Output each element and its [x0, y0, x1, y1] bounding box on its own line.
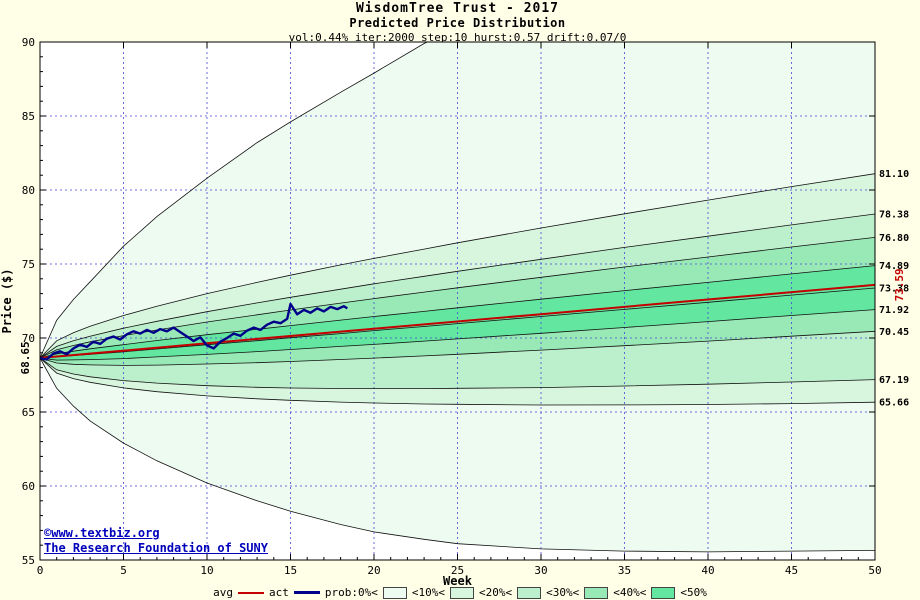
gridlines — [40, 42, 875, 560]
band-end-label: 65.66 — [879, 398, 909, 409]
legend-color-swatch — [449, 586, 474, 599]
legend-label: <20%< — [478, 586, 513, 599]
y-tick-label: 65 — [22, 406, 35, 419]
x-tick-label: 30 — [534, 564, 547, 577]
y-tick-label: 85 — [22, 110, 35, 123]
y-tick-label: 90 — [22, 36, 35, 49]
band-end-label: 73.38 — [879, 283, 909, 294]
watermark-org-text: The Research Foundation of SUNY — [44, 541, 268, 555]
legend-line-swatch — [293, 591, 320, 594]
x-tick-label: 15 — [284, 564, 297, 577]
boundary-upper-10pct — [40, 173, 875, 359]
x-tick-label: 5 — [120, 564, 127, 577]
legend: avg act prob:0%< <10%< <20%< <30%< <40%< <50% — [0, 585, 920, 600]
title-block: WisdomTree Trust - 2017 Predicted Price … — [40, 1, 875, 44]
legend-label: prob:0%< — [324, 586, 378, 599]
x-tick-label: 10 — [200, 564, 213, 577]
y-axis-title: Price ($) — [0, 268, 14, 334]
legend-color-swatch — [584, 586, 609, 599]
legend-label: avg — [213, 586, 233, 599]
fan-band-lower-10pct — [40, 358, 875, 552]
legend-label: act — [269, 586, 289, 599]
band-end-label: 70.45 — [879, 327, 909, 338]
legend-color-swatch — [651, 586, 676, 599]
boundary-lower-30pct — [40, 330, 875, 366]
band-end-label: 74.89 — [879, 261, 909, 272]
legend-label: <10%< — [411, 586, 445, 599]
watermark-url-link[interactable]: ©www.textbiz.org — [44, 526, 160, 540]
fan-band-upper-40pct — [40, 265, 875, 358]
band-end-label: 67.19 — [879, 375, 909, 386]
legend-label: <30%< — [546, 586, 580, 599]
x-axis-title: Week — [443, 574, 472, 588]
boundary-lower-10pct — [40, 357, 875, 406]
fan-band-upper-20pct — [40, 214, 875, 358]
boundary-lower-20pct — [40, 357, 875, 389]
boundary-max-envelope — [40, 42, 429, 359]
y-tick-label: 75 — [22, 258, 35, 271]
actual-price-line — [40, 302, 348, 361]
y-tick-label: 55 — [22, 554, 35, 567]
boundary-upper-20pct — [40, 213, 875, 359]
watermark: ©www.textbiz.org The Research Foundation… — [44, 526, 268, 556]
band-end-labels: 81.10 78.38 76.80 74.89 73.38 71.92 70.45 67.19… — [879, 169, 909, 409]
legend-label: <50% — [680, 586, 707, 599]
tick-labels: 0 5 10 15 20 25 30 35 40 45 50 55 60 65 70 75 80 85 90 — [22, 36, 882, 577]
band-end-label: 78.38 — [879, 209, 909, 220]
x-tick-label: 0 — [37, 564, 44, 577]
legend-line-swatch — [238, 591, 264, 594]
band-end-label: 81.10 — [879, 169, 909, 180]
boundary-upper-40pct — [40, 265, 875, 359]
avg-end-price-label: 73.59 — [893, 268, 906, 301]
boundary-min-envelope — [40, 357, 875, 553]
boundary-lower-40pct — [40, 309, 875, 361]
boundary-upper-30pct — [40, 237, 875, 359]
x-tick-label: 50 — [868, 564, 881, 577]
y-tick-label: 60 — [22, 480, 35, 493]
avg-line — [40, 283, 875, 359]
x-tick-label: 45 — [785, 564, 798, 577]
x-tick-label: 35 — [618, 564, 631, 577]
x-tick-label: 20 — [367, 564, 380, 577]
legend-color-swatch — [382, 586, 407, 599]
band-end-label: 76.80 — [879, 233, 909, 244]
fan-band-max-envelope — [40, 42, 875, 358]
chart-subtitle: Predicted Price Distribution — [349, 15, 566, 30]
y-tick-label: 70 — [22, 332, 35, 345]
chart-parameters: vol:0.44% iter:2000 step:10 hurst:0.57 d… — [288, 30, 627, 44]
x-tick-label: 40 — [701, 564, 714, 577]
legend-label: <40%< — [613, 586, 647, 599]
chart-title: WisdomTree Trust - 2017 — [355, 1, 559, 16]
axis-ticks — [39, 41, 876, 561]
fan-band-lower-20pct — [40, 358, 875, 405]
band-end-label: 71.92 — [879, 305, 909, 316]
x-tick-label: 25 — [451, 564, 464, 577]
y-tick-label: 80 — [22, 184, 35, 197]
start-price-label: 68.65 — [19, 341, 32, 374]
fan-band-upper-10pct — [40, 173, 875, 358]
fan-band-lower-30pct — [40, 331, 875, 389]
legend-color-swatch — [517, 586, 542, 599]
